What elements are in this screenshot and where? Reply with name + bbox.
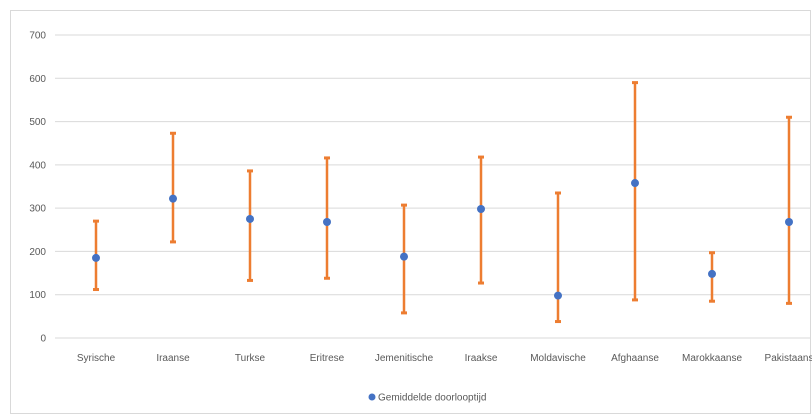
error-bar	[786, 115, 792, 305]
y-tick-label: 100	[29, 290, 46, 301]
data-point	[323, 217, 331, 226]
x-tick-label: Iraakse	[465, 353, 498, 364]
data-point	[708, 269, 716, 278]
data-point	[785, 217, 793, 226]
y-axis-ticks: 0 100 200 300 400 500 600 700	[29, 31, 46, 345]
data-point	[92, 253, 100, 262]
error-bar	[170, 131, 176, 244]
chart-frame	[10, 10, 811, 414]
y-tick-label: 0	[40, 334, 46, 345]
gridlines	[55, 34, 811, 339]
y-tick-label: 400	[29, 160, 46, 171]
error-bar	[247, 169, 253, 282]
error-bar	[478, 155, 484, 285]
data-points	[92, 179, 793, 300]
x-tick-label: Afghaanse	[611, 353, 659, 364]
x-axis-ticks: Syrische Iraanse Turkse Eritrese Jemenitisch…	[77, 353, 812, 364]
x-tick-label: Pakistaans	[765, 353, 812, 364]
x-tick-label: Jemenitische	[375, 353, 434, 364]
x-tick-label: Eritrese	[310, 353, 345, 364]
error-bars	[93, 81, 792, 324]
data-point	[477, 205, 485, 214]
data-point	[169, 194, 177, 203]
x-tick-label: Iraanse	[156, 353, 190, 364]
data-point	[554, 291, 562, 300]
data-point	[400, 252, 408, 261]
y-tick-label: 500	[29, 117, 46, 128]
y-tick-label: 200	[29, 247, 46, 258]
error-bar	[632, 81, 638, 302]
x-tick-label: Moldavische	[530, 353, 586, 364]
y-tick-label: 300	[29, 204, 46, 215]
y-tick-label: 600	[29, 74, 46, 85]
legend-marker	[368, 393, 376, 401]
x-tick-label: Marokkaanse	[682, 353, 742, 364]
x-tick-label: Syrische	[77, 353, 116, 364]
y-tick-label: 700	[29, 31, 46, 42]
error-bar	[555, 191, 561, 324]
x-tick-label: Turkse	[235, 353, 266, 364]
data-point	[631, 179, 639, 188]
legend: Gemiddelde doorlooptijd	[368, 393, 486, 404]
legend-label: Gemiddelde doorlooptijd	[378, 393, 486, 404]
data-point	[246, 214, 254, 223]
